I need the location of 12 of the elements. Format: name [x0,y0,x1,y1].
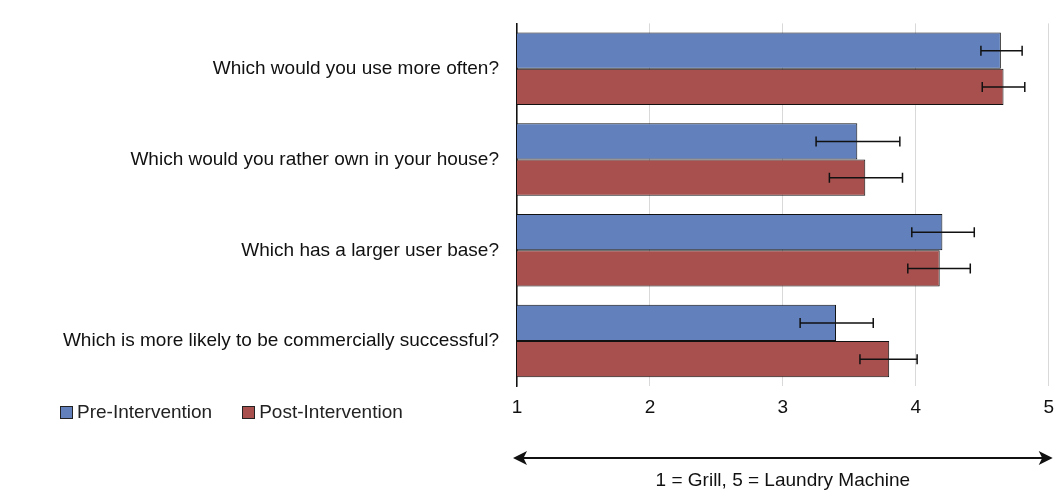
x-axis-title: 1 = Grill, 5 = Laundry Machine [655,468,911,490]
x-tick-label: 3 [777,396,789,418]
y-tick-label: Which would you rather own in your house? [130,147,499,169]
y-tick-label: Which would you use more often? [212,57,499,79]
x-tick-label: 1 [511,396,523,418]
y-tick-label: Which has a larger user base? [241,238,499,260]
y-tick-label: Which is more likely to be commercially successful? [62,329,499,351]
legend-label: Pre-Intervention [77,401,213,424]
x-tick-label: 5 [1043,396,1055,418]
legend-label: Post-Intervention [259,401,403,424]
x-tick-label: 4 [910,396,922,418]
x-tick-label: 2 [644,396,656,418]
